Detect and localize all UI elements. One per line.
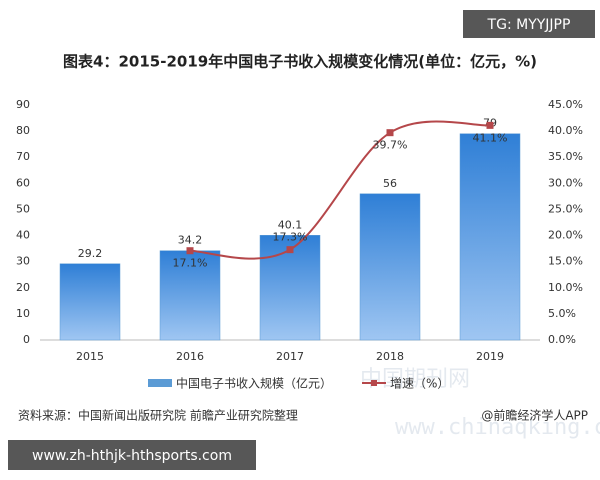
y2-tick-label: 10.0% xyxy=(548,281,583,294)
y2-tick-label: 35.0% xyxy=(548,150,583,163)
y-tick-label: 50 xyxy=(16,202,30,215)
source: 资料来源：中国新闻出版研究院 前瞻产业研究院整理 xyxy=(18,408,298,423)
line-value-label: 39.7% xyxy=(373,139,408,152)
watermark-top: TG: MYYJJPP xyxy=(487,17,571,33)
legend-label: 增速（%） xyxy=(390,377,449,391)
y-tick-label: 80 xyxy=(16,124,30,137)
bar-value-label: 34.2 xyxy=(178,234,203,247)
line-value-label: 41.1% xyxy=(473,131,508,144)
x-tick-label: 2019 xyxy=(476,350,504,363)
credit: @前瞻经济学人APP xyxy=(481,408,588,423)
y2-tick-label: 40.0% xyxy=(548,124,583,137)
line-marker xyxy=(486,121,494,129)
watermark-box xyxy=(8,440,256,470)
line-value-label: 17.3% xyxy=(273,231,308,244)
line-marker xyxy=(386,129,394,137)
y2-tick-label: 0.0% xyxy=(548,333,576,346)
y2-tick-label: 25.0% xyxy=(548,202,583,215)
chart-title: 图表4：2015-2019年中国电子书收入规模变化情况(单位：亿元，%) xyxy=(63,53,537,71)
y2-tick-label: 20.0% xyxy=(548,229,583,242)
bar xyxy=(159,250,221,341)
y-tick-label: 20 xyxy=(16,281,30,294)
y-tick-label: 60 xyxy=(16,176,30,189)
x-tick-label: 2018 xyxy=(376,350,404,363)
legend-label: 中国电子书收入规模（亿元） xyxy=(176,376,332,391)
line xyxy=(189,120,491,260)
y2-tick-label: 15.0% xyxy=(548,255,583,268)
watermark-site: www.chinaqking.com xyxy=(395,415,600,440)
bar xyxy=(459,133,521,341)
bar-value-label: 29.2 xyxy=(78,247,103,260)
y2-tick-label: 30.0% xyxy=(548,176,583,189)
watermark-box xyxy=(463,10,595,38)
bar xyxy=(359,193,421,341)
line-value-label: 17.1% xyxy=(173,257,208,270)
y-tick-label: 40 xyxy=(16,229,30,242)
y-tick-label: 70 xyxy=(16,150,30,163)
bar xyxy=(59,263,121,341)
line-marker xyxy=(186,247,194,255)
y-tick-label: 30 xyxy=(16,255,30,268)
legend-swatch xyxy=(148,379,172,387)
watermark-cn: 中国期刊网 xyxy=(360,367,470,392)
bar-value-label: 56 xyxy=(383,177,397,190)
y-tick-label: 10 xyxy=(16,307,30,320)
y-tick-label: 90 xyxy=(16,98,30,111)
legend-swatch xyxy=(371,380,378,386)
bar-value-label: 40.1 xyxy=(278,218,303,231)
y2-tick-label: 5.0% xyxy=(548,307,576,320)
watermark-bottom: www.zh-hthjk-hthsports.com xyxy=(32,448,232,464)
x-tick-label: 2015 xyxy=(76,350,104,363)
y2-tick-label: 45.0% xyxy=(548,98,583,111)
x-tick-label: 2016 xyxy=(176,350,204,363)
line-marker xyxy=(286,246,294,254)
x-tick-label: 2017 xyxy=(276,350,304,363)
y-tick-label: 0 xyxy=(23,333,30,346)
